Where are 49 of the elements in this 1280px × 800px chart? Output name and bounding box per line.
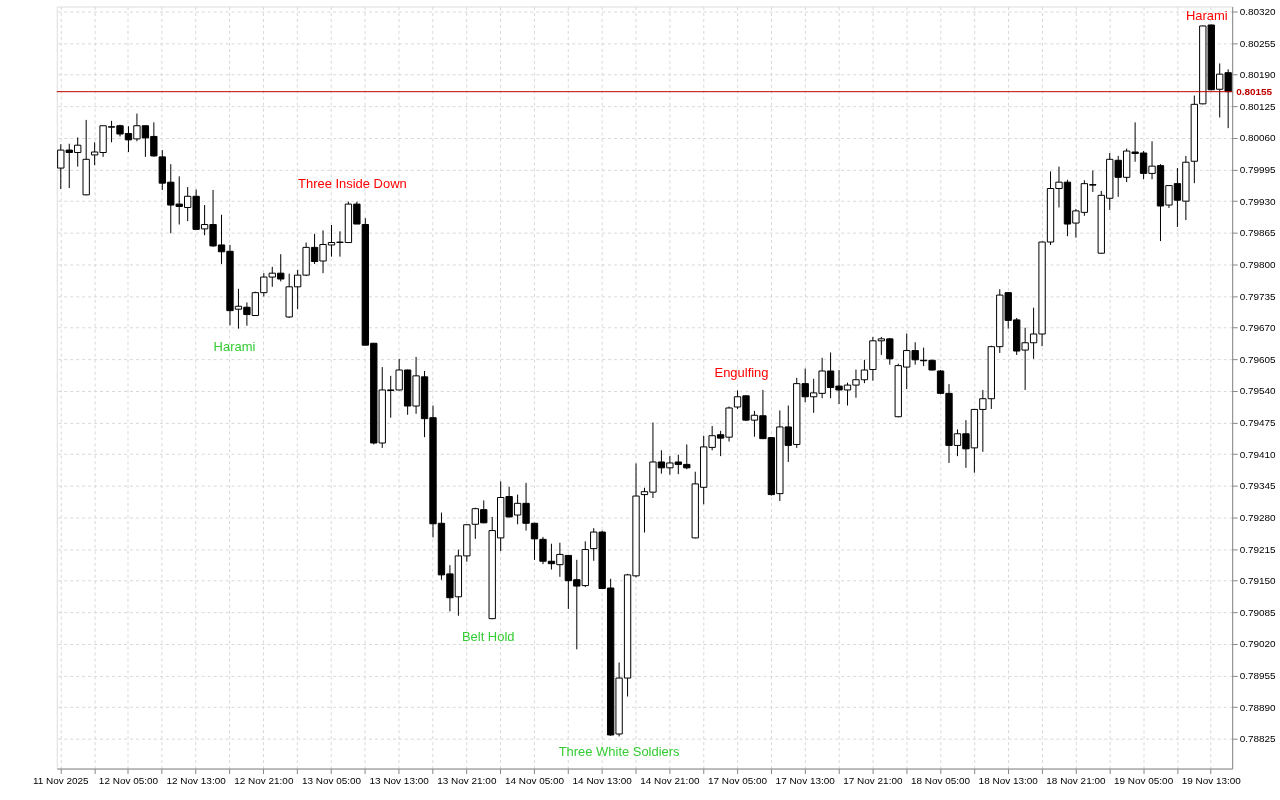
y-tick-label: 0.80320 bbox=[1239, 5, 1277, 17]
annotation: Harami bbox=[213, 338, 256, 354]
x-tick-label: 12 Nov 13:00 bbox=[166, 774, 227, 786]
x-tick-label: 17 Nov 13:00 bbox=[775, 774, 836, 786]
x-tick-label: 12 Nov 05:00 bbox=[98, 774, 159, 786]
y-tick-label: 0.78890 bbox=[1239, 701, 1277, 713]
x-tick-label: 14 Nov 05:00 bbox=[504, 774, 565, 786]
y-tick-label: 0.78825 bbox=[1239, 733, 1277, 745]
annotation: Engulfing bbox=[714, 364, 769, 380]
x-tick-label: 18 Nov 13:00 bbox=[978, 774, 1039, 786]
x-tick-label: 12 Nov 21:00 bbox=[234, 774, 294, 786]
x-tick-label: 14 Nov 13:00 bbox=[572, 774, 633, 786]
y-tick-label: 0.79475 bbox=[1239, 417, 1277, 429]
x-tick-label: 14 Nov 21:00 bbox=[640, 774, 700, 786]
x-tick-label: 13 Nov 05:00 bbox=[301, 774, 362, 786]
annotation: Three White Soldiers bbox=[558, 744, 680, 760]
x-tick-label: 18 Nov 21:00 bbox=[1046, 774, 1106, 786]
y-tick-label: 0.80255 bbox=[1239, 37, 1277, 49]
y-tick-label: 0.79540 bbox=[1239, 385, 1277, 397]
y-tick-label: 0.79345 bbox=[1239, 480, 1277, 492]
y-tick-label: 0.79280 bbox=[1239, 511, 1277, 523]
annotation: Belt Hold bbox=[461, 629, 515, 645]
y-tick-label: 0.80125 bbox=[1239, 100, 1277, 112]
y-tick-label: 0.80190 bbox=[1239, 69, 1277, 81]
y-tick-label: 0.79215 bbox=[1239, 543, 1277, 555]
x-tick-label: 18 Nov 05:00 bbox=[910, 774, 971, 786]
y-tick-label: 0.79865 bbox=[1239, 227, 1277, 239]
x-tick-label: 17 Nov 05:00 bbox=[707, 774, 768, 786]
y-tick-label: 0.79020 bbox=[1239, 638, 1277, 650]
annotation: Three Inside Down bbox=[298, 175, 407, 191]
annotation: Harami bbox=[1185, 7, 1228, 23]
x-tick-label: 13 Nov 13:00 bbox=[369, 774, 430, 786]
x-tick-label: 13 Nov 21:00 bbox=[437, 774, 497, 786]
y-tick-label: 0.79605 bbox=[1239, 353, 1277, 365]
y-tick-label: 0.78955 bbox=[1239, 670, 1277, 682]
x-tick-label: 19 Nov 05:00 bbox=[1113, 774, 1174, 786]
y-tick-label: 0.79670 bbox=[1239, 322, 1277, 334]
y-tick-label: 0.79930 bbox=[1239, 195, 1277, 207]
y-tick-label: 0.79995 bbox=[1239, 164, 1277, 176]
y-tick-label: 0.79085 bbox=[1239, 606, 1277, 618]
y-tick-label: 0.79800 bbox=[1239, 258, 1277, 270]
y-tick-label: 0.79150 bbox=[1239, 575, 1277, 587]
y-tick-label: 0.79735 bbox=[1239, 290, 1277, 302]
y-tick-label: 0.80060 bbox=[1239, 132, 1277, 144]
x-tick-label: 11 Nov 2025 bbox=[32, 774, 90, 786]
y-tick-label: 0.79410 bbox=[1239, 448, 1277, 460]
ref-line-label: 0.80155 bbox=[1236, 85, 1273, 97]
x-tick-label: 17 Nov 21:00 bbox=[843, 774, 903, 786]
x-tick-label: 19 Nov 13:00 bbox=[1181, 774, 1242, 786]
